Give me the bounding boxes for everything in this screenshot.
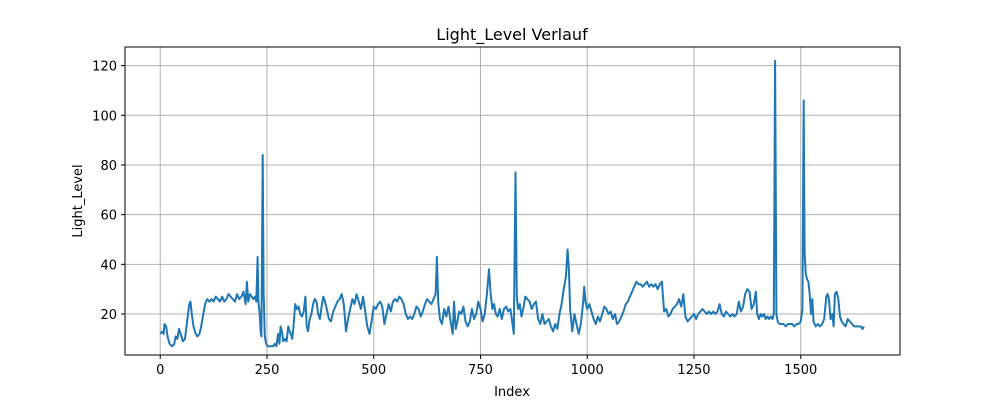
y-tick-label: 40: [100, 258, 117, 273]
x-tick-label: 1000: [571, 363, 604, 378]
y-tick-label: 100: [92, 109, 117, 124]
y-axis-label: Light_Level: [71, 164, 86, 237]
y-tick-label: 80: [100, 159, 117, 174]
x-tick-label: 1250: [677, 363, 710, 378]
x-axis: 0 250 500 750 1000 1250 1500: [156, 355, 817, 378]
x-tick-label: 500: [361, 363, 386, 378]
y-axis: 20 40 60 80 100 120: [92, 60, 125, 323]
grid: [125, 47, 900, 355]
chart-title: Light_Level Verlauf: [436, 25, 588, 45]
y-tick-label: 120: [92, 60, 117, 75]
x-axis-label: Index: [494, 385, 530, 400]
x-tick-label: 250: [255, 363, 280, 378]
series-layer: [159, 59, 865, 348]
y-tick-label: 20: [100, 308, 117, 323]
plot-frame: [124, 46, 901, 356]
x-tick-label: 1500: [784, 363, 817, 378]
series-line: [159, 59, 865, 348]
x-tick-label: 750: [468, 363, 493, 378]
y-tick-label: 60: [100, 209, 117, 224]
x-tick-label: 0: [156, 363, 164, 378]
